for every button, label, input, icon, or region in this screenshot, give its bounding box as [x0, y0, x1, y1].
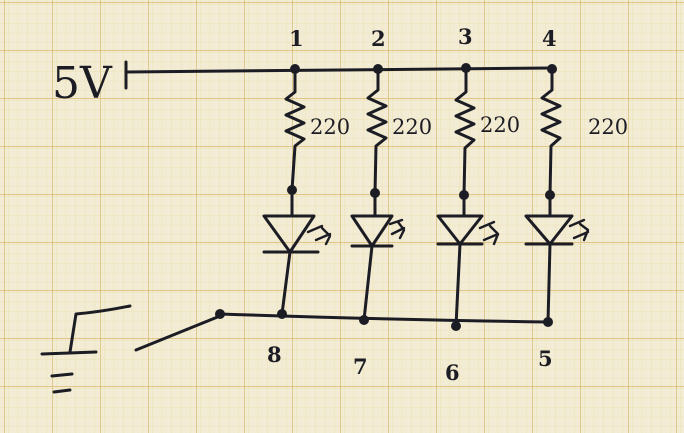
- resistor-2-junction: [370, 188, 380, 198]
- resistor-4-value: 220: [588, 115, 628, 139]
- resistor-1-value: 220: [310, 115, 350, 139]
- led-3-emission-arrows: [478, 220, 500, 246]
- top-node-label-4: 4: [542, 26, 557, 51]
- bottom-node-label-8: 8: [267, 342, 282, 367]
- branch-4: [524, 64, 590, 324]
- bottom-node-label-5: 5: [538, 346, 553, 371]
- bottom-junction-8: [277, 309, 287, 319]
- supply-label: 5V: [52, 58, 113, 109]
- bottom-rail: [218, 312, 550, 324]
- switch-blade: [134, 314, 222, 352]
- resistor-2-value: 220: [392, 115, 432, 139]
- resistor-4-junction: [545, 190, 555, 200]
- bottom-junction-7: [359, 315, 369, 325]
- ground-wire: [68, 304, 132, 354]
- top-node-label-2: 2: [371, 26, 386, 51]
- branch-3: [436, 63, 500, 328]
- bottom-junction-6: [451, 321, 461, 331]
- resistor-4-symbol: [540, 67, 562, 218]
- led-3-symbol: [436, 214, 484, 328]
- resistor-3-symbol: [454, 66, 476, 218]
- led-4-emission-arrows: [568, 218, 590, 242]
- resistor-1-symbol: [284, 67, 306, 218]
- supply-rail: [124, 66, 554, 74]
- led-1-symbol: [262, 214, 320, 316]
- resistor-3-junction: [459, 190, 469, 200]
- resistor-3-value: 220: [480, 113, 520, 137]
- bottom-node-label-7: 7: [353, 354, 368, 379]
- ground-symbol: [40, 350, 98, 394]
- top-node-label-1: 1: [289, 26, 304, 51]
- bottom-junction-5: [543, 317, 553, 327]
- led-1-emission-arrows: [306, 224, 332, 246]
- branch-1: [262, 64, 332, 316]
- resistor-1-junction: [287, 185, 297, 195]
- led-2-symbol: [350, 214, 394, 322]
- led-4-symbol: [524, 214, 574, 324]
- branch-2: [350, 64, 406, 322]
- resistor-2-symbol: [366, 67, 388, 218]
- top-node-label-3: 3: [458, 24, 473, 49]
- led-2-emission-arrows: [388, 218, 406, 240]
- bottom-node-label-6: 6: [445, 360, 460, 385]
